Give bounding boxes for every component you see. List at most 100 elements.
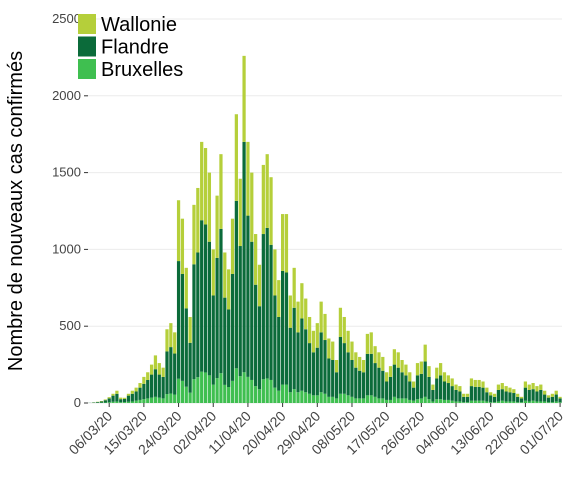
bar-segment [469,378,474,387]
bar-segment [211,249,215,296]
bar-segment [392,349,396,365]
bar-segment [288,295,292,328]
bar-segment [454,401,458,403]
bar-segment [350,341,354,360]
bar-segment [373,396,377,403]
bar-segment [188,342,192,393]
bar-segment [338,307,343,337]
bar-segment [230,273,235,381]
bar-segment [296,332,300,393]
bar-segment [126,401,131,403]
bar-segment [119,397,123,400]
bar-segment [99,401,104,403]
bar-segment [250,241,254,380]
y-tick-label: 0 [74,395,81,410]
y-tick-label: 1500 [52,165,81,180]
bar-segment [273,295,277,388]
bar-segment [369,395,373,403]
bar-segment [180,218,185,274]
bar-segment [492,402,497,403]
bar-segment [165,394,169,403]
bar-segment [385,399,389,403]
bar-segment [504,386,508,392]
bar-segment [134,387,138,392]
bar-segment [388,366,393,377]
bar-segment [543,401,547,403]
bar-segment [176,378,181,403]
bar-segment [284,272,289,385]
bar-segment [161,398,165,403]
bar-segment [211,384,215,403]
bar-segment [450,400,454,403]
bar-segment [246,141,250,216]
bar-segment [176,200,181,262]
bar-segment [396,398,400,403]
bar-segment [369,353,373,396]
bar-segment [489,395,493,403]
bar-segment [207,241,212,376]
bar-segment [203,148,208,225]
bar-segment [442,372,447,382]
bar-segment [539,389,543,402]
bar-segment [377,367,381,399]
bar-segment [265,227,269,379]
bar-segment [496,401,501,403]
bar-segment [531,400,535,403]
bar-segment [435,378,439,400]
bar-segment [408,399,412,403]
bar-segment [311,330,316,353]
bar-segment [361,372,366,399]
bar-segment [115,401,119,403]
bar-segment [446,399,450,403]
bar-segment [423,344,427,362]
bar-segment [103,399,107,401]
bar-segment [462,396,466,403]
bar-segment [427,366,431,377]
bar-segment [307,343,312,394]
bar-segment [450,386,454,401]
bar-segment [519,402,524,403]
bar-segment [381,398,385,403]
bar-segment [358,398,362,403]
bar-segment [427,399,431,403]
bar-segment [334,372,339,399]
bar-segment [234,368,238,403]
bar-segment [138,383,142,388]
bar-segment [184,308,188,387]
bar-segment [215,378,219,403]
bar-segment [481,381,485,388]
bar-segment [219,154,223,229]
bar-segment [319,332,323,393]
bar-segment [454,389,458,402]
bar-segment [388,399,393,403]
y-tick-label: 2500 [52,11,81,26]
bar-segment [157,397,161,403]
bar-segment [265,154,269,228]
bar-segment [219,228,223,374]
bar-segment [500,383,504,390]
bar-segment [442,381,447,400]
bar-segment [546,402,551,403]
bar-segment [273,249,277,296]
bar-segment [508,387,512,393]
bar-segment [531,389,535,401]
bar-segment [446,383,450,400]
bar-segment [142,399,146,403]
bar-segment [315,395,319,403]
bar-segment [280,270,285,385]
bar-segment [288,327,292,393]
bar-segment [504,391,508,402]
bar-segment [130,401,134,403]
legend-swatch [78,59,96,79]
bar-segment [138,399,142,403]
bar-segment [307,393,312,403]
bar-segment [442,399,447,403]
bar-segment [146,372,150,380]
bar-segment [284,214,289,273]
bar-segment [361,359,366,373]
bar-segment [269,244,273,380]
bar-segment [415,375,420,400]
bar-segment [431,401,435,403]
bar-segment [423,396,427,403]
bar-segment [373,346,377,364]
